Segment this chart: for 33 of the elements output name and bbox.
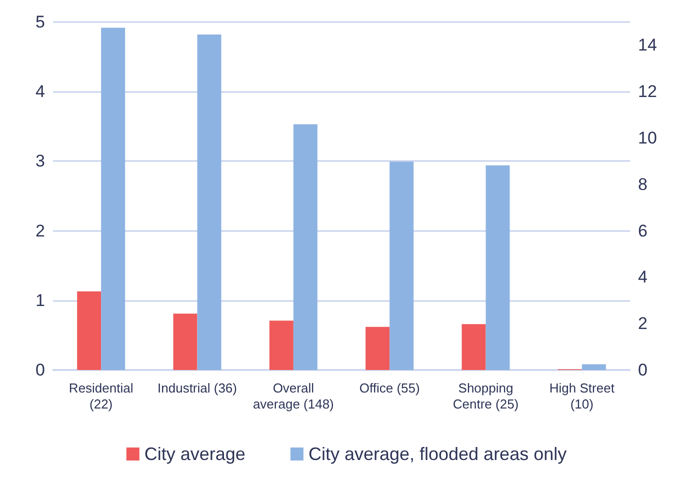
bar: [486, 165, 510, 370]
bar: [366, 326, 390, 370]
bar: [293, 124, 318, 370]
y-tick-label: 3: [36, 152, 45, 171]
bar: [390, 162, 414, 370]
y2-tick-label: 4: [638, 268, 648, 287]
y-tick-label: 5: [36, 12, 45, 32]
x-tick-label: Overall average (148): [252, 380, 334, 412]
y-tick-label: 0: [36, 360, 45, 380]
bar: [197, 34, 222, 370]
bar: [269, 320, 294, 370]
y-tick-label: 4: [36, 82, 45, 102]
x-tick-label: Residential (22): [68, 380, 134, 412]
y2-tick-label: 0: [638, 360, 648, 380]
bar: [462, 324, 486, 370]
x-tick-label: Office (55): [359, 380, 420, 396]
legend-label: City average: [144, 444, 246, 464]
y2-tick-label: 8: [638, 174, 648, 194]
y2-tick-label: 14: [638, 36, 657, 55]
legend-label: City average, flooded areas only: [308, 444, 567, 464]
x-tick-label: Industrial (36): [158, 380, 237, 396]
y2-tick-label: 10: [638, 128, 657, 148]
x-tick-label: High Street (10): [549, 380, 615, 412]
y2-tick-label: 12: [638, 82, 657, 102]
y-tick-label: 1: [36, 290, 45, 310]
bar: [101, 28, 126, 370]
bar: [582, 364, 606, 370]
bar: [173, 314, 198, 370]
y-tick-label: 2: [36, 221, 45, 240]
y2-tick-label: 2: [638, 314, 648, 334]
y2-tick-label: 6: [638, 221, 648, 240]
x-tick-label: Shopping Centre (25): [452, 380, 519, 412]
bar: [77, 291, 102, 370]
